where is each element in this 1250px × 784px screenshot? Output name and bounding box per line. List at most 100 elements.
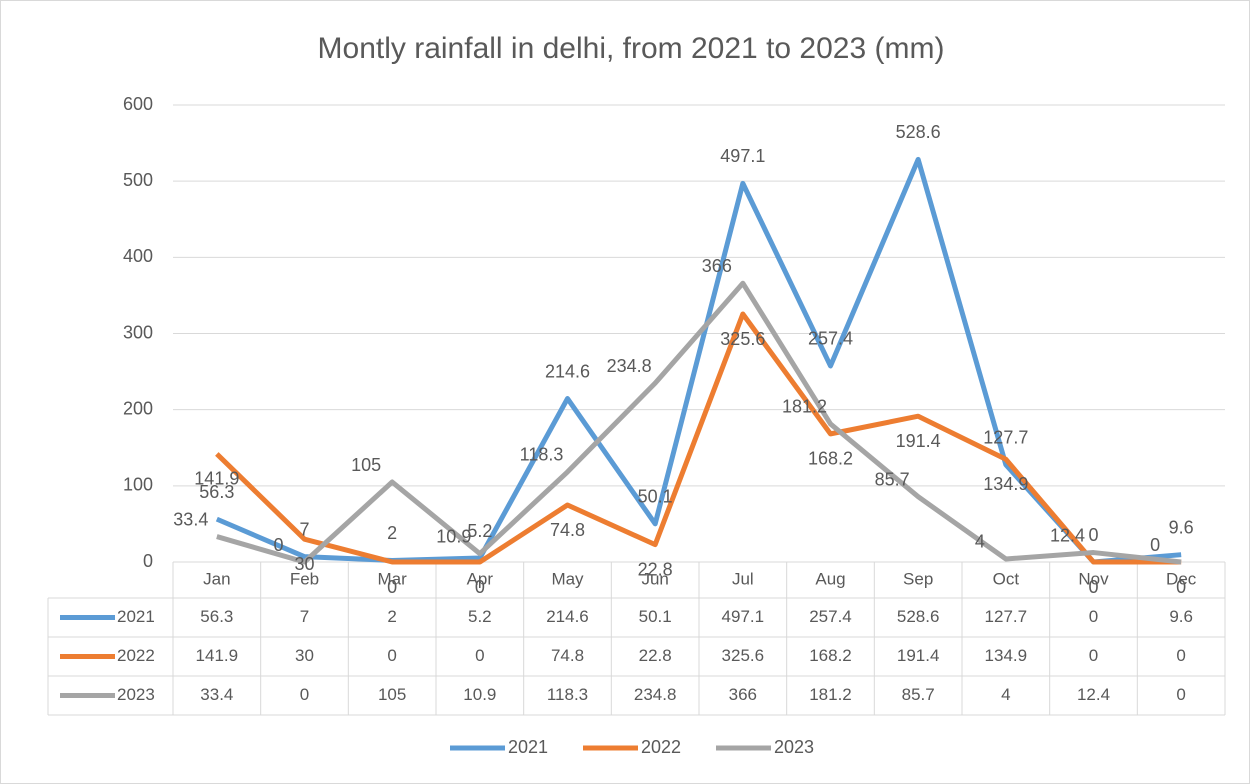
data-label: 497.1 — [720, 146, 765, 166]
table-cell: 74.8 — [551, 646, 584, 665]
table-cell: 2 — [387, 607, 396, 626]
data-label: 0 — [273, 535, 283, 555]
table-cell: 134.9 — [985, 646, 1028, 665]
x-tick-label: Jun — [641, 569, 668, 588]
data-label: 30 — [294, 554, 314, 574]
table-cell: 56.3 — [200, 607, 233, 626]
table-cell: 528.6 — [897, 607, 940, 626]
data-label: 0 — [475, 577, 485, 597]
table-cell: 181.2 — [809, 685, 852, 704]
x-tick-label: May — [551, 569, 584, 588]
data-label: 9.6 — [1169, 517, 1194, 537]
y-tick-label: 100 — [123, 475, 153, 495]
data-label: 50.1 — [638, 487, 673, 507]
table-cell: 214.6 — [546, 607, 589, 626]
table-cell: 141.9 — [196, 646, 239, 665]
x-tick-label: Nov — [1078, 569, 1109, 588]
data-label: 4 — [975, 532, 985, 552]
table-cell: 191.4 — [897, 646, 940, 665]
table-cell: 0 — [387, 646, 396, 665]
table-cell: 10.9 — [463, 685, 496, 704]
data-label: 325.6 — [720, 329, 765, 349]
data-label: 0 — [387, 577, 397, 597]
table-cell: 0 — [1089, 607, 1098, 626]
data-label: 234.8 — [607, 356, 652, 376]
y-tick-label: 300 — [123, 322, 153, 342]
x-tick-label: Mar — [378, 569, 408, 588]
data-label: 10.9 — [436, 526, 471, 546]
table-cell: 0 — [1176, 646, 1185, 665]
table-cell: 7 — [300, 607, 309, 626]
table-cell: 50.1 — [639, 607, 672, 626]
data-label: 33.4 — [173, 509, 208, 529]
data-label: 56.3 — [199, 482, 234, 502]
data-label: 134.9 — [983, 474, 1028, 494]
y-tick-label: 500 — [123, 170, 153, 190]
data-label: 85.7 — [875, 469, 910, 489]
table-cell: 33.4 — [200, 685, 233, 704]
legend-label: 2021 — [508, 737, 548, 757]
data-label: 257.4 — [808, 329, 853, 349]
x-tick-label: Oct — [993, 569, 1020, 588]
data-label: 0 — [1176, 577, 1186, 597]
legend-label: 2022 — [641, 737, 681, 757]
table-cell: 0 — [1176, 685, 1185, 704]
y-tick-label: 0 — [143, 551, 153, 571]
series-line — [216, 280, 1182, 565]
table-cell: 9.6 — [1169, 607, 1193, 626]
table-cell: 0 — [300, 685, 309, 704]
data-label: 74.8 — [550, 520, 585, 540]
data-label: 0 — [1088, 577, 1098, 597]
x-tick-label: Dec — [1166, 569, 1197, 588]
table-series-name: 2023 — [117, 685, 155, 704]
data-label: 22.8 — [638, 559, 673, 579]
y-tick-label: 200 — [123, 398, 153, 418]
data-label: 168.2 — [808, 449, 853, 469]
data-label: 528.6 — [896, 122, 941, 142]
table-cell: 0 — [1089, 646, 1098, 665]
data-label: 118.3 — [520, 445, 564, 465]
data-label: 5.2 — [467, 521, 492, 541]
x-tick-label: Aug — [815, 569, 845, 588]
x-tick-label: Jan — [203, 569, 230, 588]
x-tick-label: Apr — [467, 569, 494, 588]
table-cell: 497.1 — [722, 607, 765, 626]
table-cell: 127.7 — [985, 607, 1028, 626]
x-tick-label: Feb — [290, 569, 319, 588]
data-label: 214.6 — [545, 361, 590, 381]
data-label: 127.7 — [983, 427, 1028, 447]
table-cell: 105 — [378, 685, 406, 704]
data-label: 105 — [351, 455, 381, 475]
data-label: 0 — [1150, 535, 1160, 555]
data-label: 7 — [299, 519, 309, 539]
table-cell: 12.4 — [1077, 685, 1110, 704]
table-cell: 118.3 — [547, 685, 588, 704]
table-cell: 0 — [475, 646, 484, 665]
data-label: 366 — [702, 256, 732, 276]
table-cell: 257.4 — [809, 607, 852, 626]
data-label: 191.4 — [896, 431, 941, 451]
table-cell: 168.2 — [809, 646, 852, 665]
table-cell: 366 — [729, 685, 757, 704]
x-tick-label: Sep — [903, 569, 933, 588]
table-cell: 234.8 — [634, 685, 677, 704]
data-label: 181.2 — [782, 397, 827, 417]
y-tick-label: 400 — [123, 246, 153, 266]
table-cell: 325.6 — [722, 646, 765, 665]
data-label: 0 — [1088, 525, 1098, 545]
x-tick-label: Jul — [732, 569, 754, 588]
table-cell: 22.8 — [639, 646, 672, 665]
data-label: 12.4 — [1050, 525, 1085, 545]
y-tick-label: 600 — [123, 94, 153, 114]
table-cell: 5.2 — [468, 607, 492, 626]
series-line — [215, 311, 1182, 565]
chart-title: Montly rainfall in delhi, from 2021 to 2… — [318, 32, 945, 65]
table-series-name: 2022 — [117, 646, 155, 665]
table-cell: 85.7 — [902, 685, 935, 704]
legend-label: 2023 — [774, 737, 814, 757]
table-series-name: 2021 — [117, 607, 155, 626]
data-label: 141.9 — [194, 469, 239, 489]
table-cell: 30 — [295, 646, 314, 665]
